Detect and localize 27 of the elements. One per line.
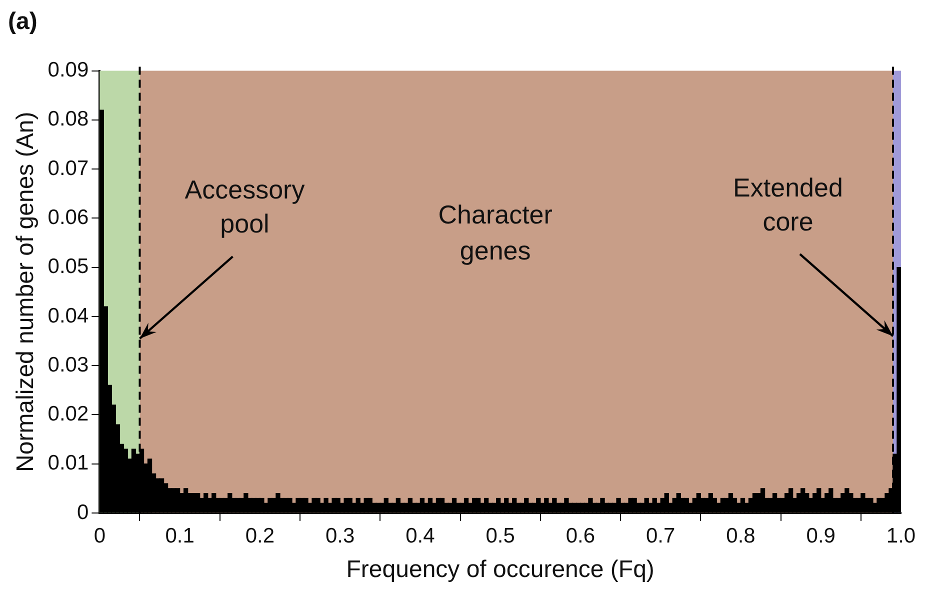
x-tick-label: 0.8 [726,524,756,548]
y-tick-label: 0.08 [48,108,89,131]
y-tick-label: 0.01 [48,452,89,475]
annotation: Character genes [438,200,553,266]
x-tick-label: 0.1 [165,524,194,548]
y-tick-label: 0.03 [48,353,89,376]
y-tick-label: 0.04 [48,304,89,328]
x-tick-label: 1.0 [886,524,916,548]
x-tick-label: 0 [94,524,106,548]
y-tick-label: 0.07 [48,156,89,180]
y-axis-title: Normalized number of genes (An) [12,112,40,472]
annotation: Accessory pool [184,174,305,239]
x-tick-label: 0.6 [566,524,596,548]
y-tick-label: 0.05 [48,255,89,278]
annotation: Extended core [733,172,843,236]
chart-title: (a) [8,8,38,36]
x-tick-label: 0.4 [406,524,436,548]
x-tick-label: 0.5 [486,524,515,548]
x-tick-label: 0.7 [646,524,676,548]
y-tick-label: 0.02 [48,402,89,426]
y-tick-label: 0 [76,500,89,524]
y-tick-label: 0.06 [48,206,89,229]
x-tick-label: 0.3 [325,524,355,548]
x-axis-title: Frequency of occurence (Fq) [346,556,654,584]
y-tick-label: 0.09 [48,58,89,82]
x-tick-label: 0.9 [806,524,836,548]
x-tick-label: 0.2 [245,524,275,548]
